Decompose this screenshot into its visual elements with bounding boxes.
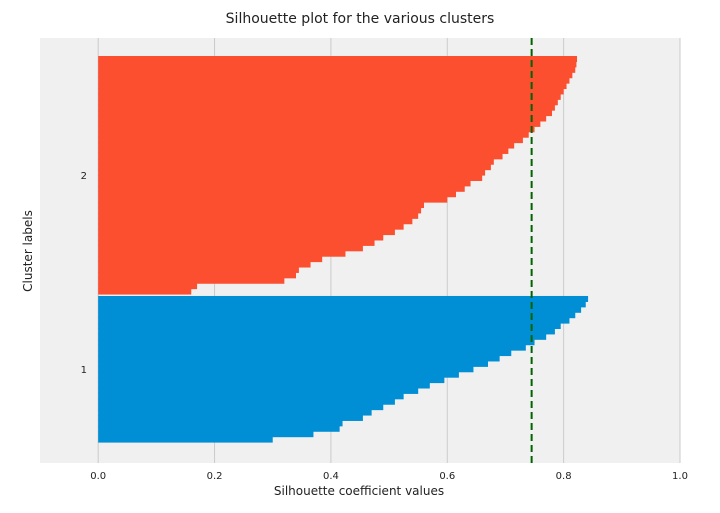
silhouette-bar <box>98 328 555 335</box>
silhouette-bar <box>98 99 558 106</box>
silhouette-bar <box>98 261 311 268</box>
silhouette-bar <box>98 420 343 427</box>
silhouette-bar <box>98 110 552 117</box>
silhouette-bar <box>98 131 529 138</box>
silhouette-bar <box>98 120 541 127</box>
x-tick-label: 0.2 <box>207 471 223 482</box>
x-tick-label: 0.4 <box>323 471 339 482</box>
silhouette-bar <box>98 218 413 225</box>
silhouette-bar <box>98 323 561 330</box>
silhouette-bar <box>98 312 576 319</box>
x-tick-label: 0.6 <box>439 471 455 482</box>
silhouette-bar <box>98 174 483 181</box>
silhouette-bar <box>98 126 535 133</box>
silhouette-bar <box>98 371 459 378</box>
y-axis-label: Cluster labels <box>21 210 35 292</box>
silhouette-bar <box>98 272 296 279</box>
silhouette-bar <box>98 382 430 389</box>
cluster-band-2 <box>98 56 578 295</box>
x-axis-label: Silhouette coefficient values <box>274 484 444 498</box>
silhouette-bar <box>98 277 285 284</box>
silhouette-bar <box>98 56 578 63</box>
silhouette-bar <box>98 355 500 362</box>
silhouette-bar <box>98 266 299 273</box>
chart-title: Silhouette plot for the various clusters <box>226 11 495 27</box>
silhouette-bar <box>98 306 582 313</box>
silhouette-bar <box>98 344 526 351</box>
silhouette-bar <box>98 93 561 100</box>
silhouette-bar <box>98 436 273 443</box>
silhouette-bar <box>98 234 384 241</box>
silhouette-bar <box>98 185 465 192</box>
silhouette-bar <box>98 66 576 73</box>
silhouette-bar <box>98 180 471 187</box>
silhouette-bar <box>98 295 589 302</box>
silhouette-bar <box>98 207 422 214</box>
silhouette-bar <box>98 245 363 252</box>
silhouette-bar <box>98 404 384 411</box>
silhouette-bar <box>98 366 474 373</box>
silhouette-bar <box>98 142 515 149</box>
silhouette-bar <box>98 153 503 160</box>
silhouette-bar <box>98 360 488 367</box>
silhouette-bar <box>98 398 395 405</box>
silhouette-bar <box>98 350 512 357</box>
silhouette-bar <box>98 414 363 421</box>
silhouette-bar <box>98 250 346 257</box>
silhouette-bar <box>98 431 314 438</box>
silhouette-bar <box>98 409 372 416</box>
x-tick-label: 1.0 <box>672 471 688 482</box>
silhouette-bar <box>98 77 570 84</box>
silhouette-bar <box>98 191 456 198</box>
silhouette-bar <box>98 164 491 171</box>
silhouette-bar <box>98 147 509 154</box>
silhouette-bar <box>98 196 448 203</box>
y-tick-label: 1 <box>81 365 87 376</box>
silhouette-bar <box>98 288 192 295</box>
silhouette-bar <box>98 256 323 263</box>
silhouette-bar <box>98 333 547 340</box>
silhouette-bar <box>98 115 547 122</box>
silhouette-bar <box>98 72 573 79</box>
x-tick-label: 0.0 <box>90 471 106 482</box>
silhouette-bar <box>98 61 577 68</box>
y-tick-label: 2 <box>81 171 87 182</box>
silhouette-bar <box>98 212 419 219</box>
silhouette-bar <box>98 229 395 236</box>
silhouette-bar <box>98 169 486 176</box>
silhouette-bar <box>98 83 567 90</box>
silhouette-bar <box>98 387 419 394</box>
x-tick-label: 0.8 <box>556 471 572 482</box>
silhouette-bar <box>98 104 555 111</box>
silhouette-bar <box>98 88 564 95</box>
silhouette-bar <box>98 339 535 346</box>
silhouette-bar <box>98 202 424 209</box>
silhouette-bar <box>98 137 523 144</box>
silhouette-bar <box>98 301 586 308</box>
silhouette-bar <box>98 283 198 290</box>
silhouette-bar <box>98 377 445 384</box>
silhouette-bar <box>98 317 570 324</box>
cluster-band-1 <box>98 295 589 443</box>
silhouette-bar <box>98 239 375 246</box>
silhouette-bar <box>98 393 404 400</box>
silhouette-bar <box>98 223 404 230</box>
silhouette-bar <box>98 425 340 432</box>
silhouette-bar <box>98 158 494 165</box>
